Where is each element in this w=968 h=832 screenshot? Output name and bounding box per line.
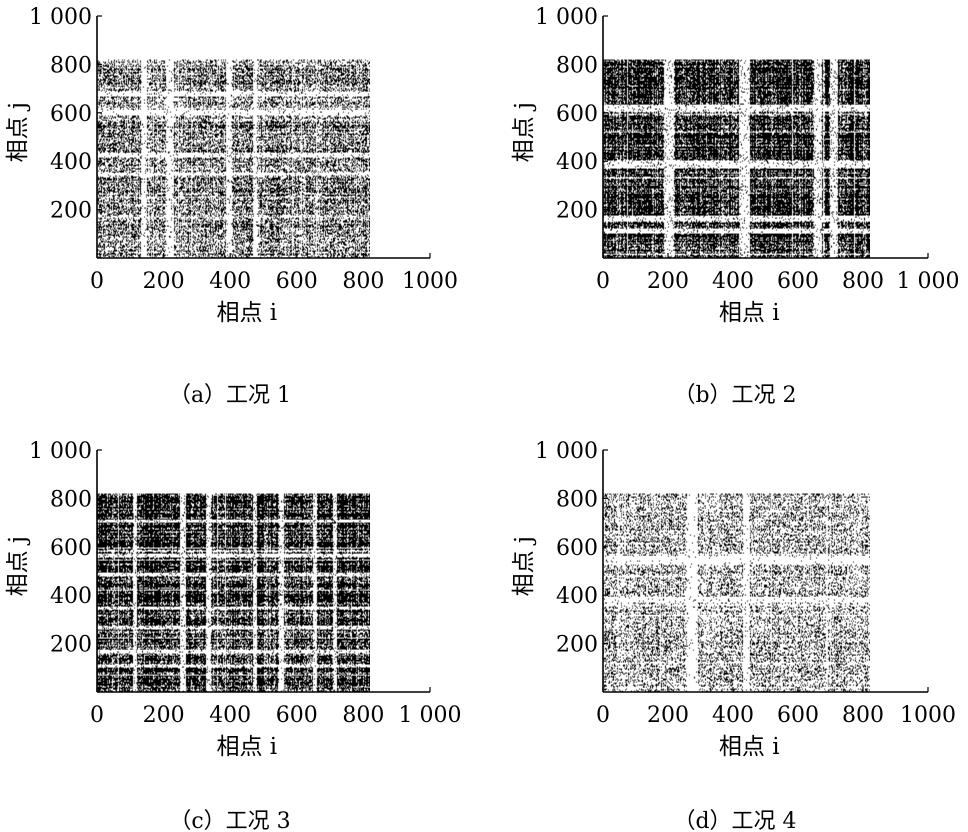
x-tick-label: 600 [276, 703, 318, 728]
y-tick-label: 400 [556, 584, 598, 609]
x-tick-label: 200 [647, 269, 689, 294]
y-axis-label: 相点 j [511, 536, 537, 596]
x-tick-label: 400 [209, 269, 251, 294]
panel-caption: （a）工况 1 [169, 383, 291, 408]
x-tick-label: 0 [90, 269, 104, 294]
y-tick-label: 200 [556, 633, 598, 658]
x-tick-label: 400 [712, 703, 754, 728]
recurrence-matrix [603, 59, 870, 258]
x-tick-label: 600 [777, 703, 819, 728]
y-tick-label: 800 [50, 53, 92, 78]
y-tick-label: 400 [50, 150, 92, 175]
x-axis-label: 相点 i [719, 734, 780, 760]
y-tick-label: 800 [556, 53, 598, 78]
x-tick-label: 600 [777, 269, 819, 294]
y-axis-label: 相点 j [5, 536, 31, 596]
y-tick-label: 1 000 [535, 439, 598, 464]
y-axis-label: 相点 j [511, 102, 537, 162]
panel-b: 0 200 400 600 800 1 000 200 400 600 800 1 000 相点 i 相… [511, 5, 959, 408]
x-axis-label: 相点 i [719, 300, 780, 326]
y-tick-label: 600 [556, 536, 598, 561]
panel-caption: （b）工况 2 [673, 383, 796, 408]
x-tick-label: 600 [276, 269, 318, 294]
x-tick-label: 0 [596, 703, 610, 728]
y-tick-label: 600 [556, 102, 598, 127]
x-tick-label: 1000 [900, 703, 956, 728]
y-axis-label: 相点 j [5, 102, 31, 162]
x-tick-label: 1000 [402, 269, 458, 294]
x-tick-label: 400 [712, 269, 754, 294]
y-tick-label: 1 000 [29, 439, 92, 464]
panel-c: 0 200 400 600 800 1 000 200 400 600 800 1 000 相点 i 相… [5, 439, 461, 832]
y-tick-label: 200 [50, 633, 92, 658]
y-tick-label: 400 [50, 584, 92, 609]
y-tick-label: 800 [556, 487, 598, 512]
y-tick-label: 200 [50, 199, 92, 224]
x-axis-label: 相点 i [217, 300, 278, 326]
x-tick-label: 1 000 [399, 703, 462, 728]
x-tick-label: 0 [596, 269, 610, 294]
x-tick-label: 400 [209, 703, 251, 728]
x-tick-label: 800 [842, 703, 884, 728]
y-tick-label: 600 [50, 536, 92, 561]
recurrence-matrix [97, 59, 370, 258]
panel-caption: （c）工况 3 [169, 809, 290, 832]
recurrence-matrix [97, 493, 370, 692]
recurrence-matrix [603, 493, 870, 692]
x-tick-label: 200 [143, 269, 185, 294]
y-tick-label: 400 [556, 150, 598, 175]
y-tick-label: 200 [556, 199, 598, 224]
x-tick-label: 800 [842, 269, 884, 294]
x-tick-label: 200 [647, 703, 689, 728]
x-tick-label: 0 [90, 703, 104, 728]
x-tick-label: 1 000 [897, 269, 960, 294]
panel-caption: （d）工况 4 [673, 809, 796, 832]
x-tick-label: 200 [143, 703, 185, 728]
y-tick-label: 1 000 [29, 5, 92, 30]
x-tick-label: 800 [342, 269, 384, 294]
y-tick-label: 1 000 [535, 5, 598, 30]
x-tick-label: 800 [342, 703, 384, 728]
x-axis-label: 相点 i [217, 734, 278, 760]
y-tick-label: 600 [50, 102, 92, 127]
y-tick-label: 800 [50, 487, 92, 512]
